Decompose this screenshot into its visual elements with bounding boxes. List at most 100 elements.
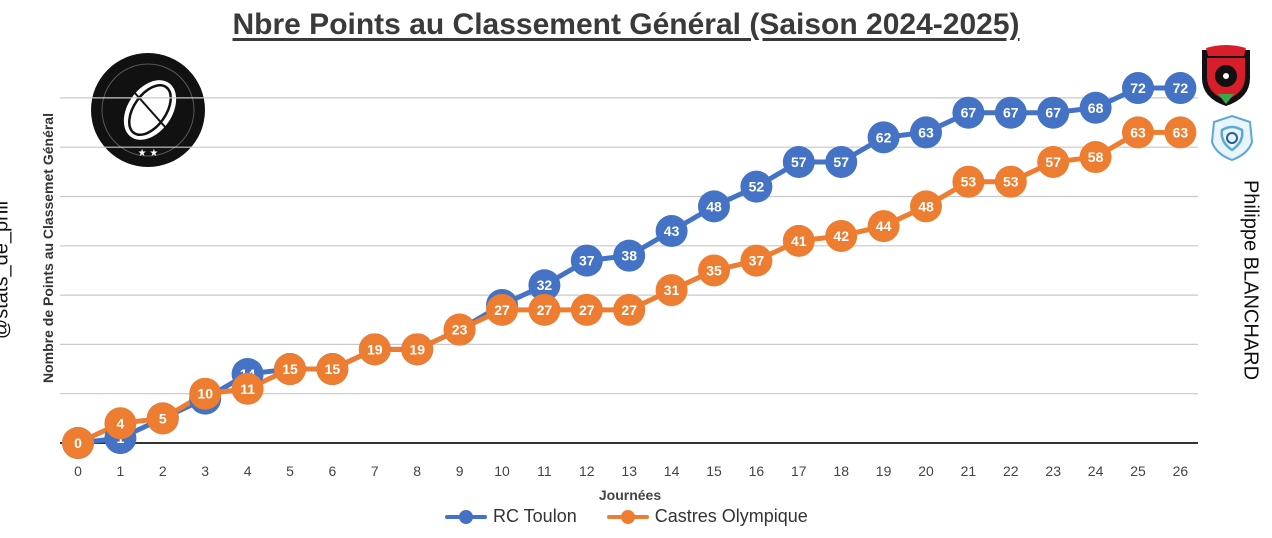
data-label-toulon: 57 <box>833 154 849 170</box>
svg-text:★ ★: ★ ★ <box>138 148 159 159</box>
point-castres <box>740 244 773 277</box>
data-label-castres: 10 <box>197 386 213 402</box>
data-label-castres: 58 <box>1088 149 1104 165</box>
x-tick-label: 15 <box>706 463 722 479</box>
rc-toulon-logo <box>1202 45 1250 106</box>
data-label-toulon: 32 <box>537 277 553 293</box>
x-tick-label: 18 <box>833 463 849 479</box>
data-label-toulon: 67 <box>1045 105 1061 121</box>
data-label-toulon: 67 <box>961 105 977 121</box>
data-label-castres: 37 <box>749 253 765 269</box>
point-castres <box>486 293 518 326</box>
point-toulon <box>952 96 985 129</box>
x-tick-label: 26 <box>1173 463 1189 479</box>
x-tick-label: 16 <box>749 463 765 479</box>
castres-olympique-logo <box>1210 114 1254 162</box>
point-castres <box>994 165 1027 198</box>
point-castres <box>1164 116 1197 149</box>
x-tick-label: 13 <box>621 463 637 479</box>
legend-label-castres: Castres Olympique <box>654 506 808 526</box>
chart-title: Nbre Points au Classement Général (Saiso… <box>232 8 1020 41</box>
point-toulon <box>782 145 815 178</box>
data-label-toulon: 38 <box>621 248 637 264</box>
point-castres <box>570 293 603 326</box>
point-castres <box>655 274 688 307</box>
x-tick-label: 2 <box>159 463 167 479</box>
data-label-toulon: 63 <box>918 124 934 140</box>
point-castres <box>867 210 900 243</box>
data-label-toulon: 48 <box>706 198 722 214</box>
point-castres <box>231 372 264 405</box>
data-label-castres: 48 <box>918 198 934 214</box>
point-castres <box>528 293 561 326</box>
point-toulon <box>1079 91 1112 124</box>
point-castres <box>358 333 391 366</box>
x-axis-label: Journées <box>598 487 662 503</box>
stats-de-phil-logo: ★ ★ <box>91 53 205 167</box>
data-label-toulon: 52 <box>749 179 765 195</box>
data-label-castres: 15 <box>325 361 341 377</box>
x-tick-label: 3 <box>201 463 209 479</box>
data-label-castres: 41 <box>791 233 807 249</box>
point-toulon <box>1164 72 1197 105</box>
x-tick-label: 10 <box>494 463 510 479</box>
x-tick-label: 24 <box>1088 463 1104 479</box>
data-label-toulon: 72 <box>1173 80 1189 96</box>
legend-swatch-castres <box>606 509 649 524</box>
point-castres <box>1122 116 1154 149</box>
point-toulon <box>994 96 1027 129</box>
data-label-castres: 11 <box>240 381 255 397</box>
data-label-castres: 31 <box>664 282 680 298</box>
data-label-toulon: 72 <box>1130 80 1146 96</box>
x-tick-label: 14 <box>664 463 680 479</box>
point-castres <box>104 407 137 440</box>
point-castres <box>698 254 730 287</box>
point-toulon <box>698 190 730 223</box>
point-toulon <box>655 215 688 248</box>
point-castres <box>1037 145 1070 178</box>
data-label-castres: 5 <box>159 410 167 426</box>
point-castres <box>401 333 434 366</box>
point-toulon <box>528 269 561 302</box>
point-toulon <box>613 239 646 272</box>
data-label-castres: 27 <box>579 302 595 318</box>
x-tick-label: 5 <box>286 463 294 479</box>
point-toulon <box>740 170 773 203</box>
point-castres <box>613 293 646 326</box>
point-castres <box>189 377 222 410</box>
point-castres <box>952 165 985 198</box>
data-label-toulon: 57 <box>791 154 807 170</box>
data-label-castres: 63 <box>1130 124 1146 140</box>
data-label-castres: 4 <box>117 415 125 431</box>
data-label-castres: 42 <box>833 228 849 244</box>
point-castres <box>316 353 349 386</box>
legend-label-toulon: RC Toulon <box>493 506 577 526</box>
x-tick-label: 8 <box>413 463 421 479</box>
point-castres <box>62 427 94 459</box>
point-castres <box>443 313 476 346</box>
point-castres <box>910 190 942 223</box>
x-tick-label: 19 <box>876 463 892 479</box>
data-label-castres: 27 <box>621 302 637 318</box>
data-label-castres: 35 <box>706 262 722 278</box>
point-toulon <box>867 121 900 154</box>
data-label-castres: 44 <box>876 218 892 234</box>
x-tick-label: 17 <box>791 463 807 479</box>
x-tick-label: 6 <box>329 463 337 479</box>
data-label-castres: 0 <box>74 435 82 451</box>
x-tick-label: 7 <box>371 463 379 479</box>
point-castres <box>1079 141 1112 174</box>
data-label-toulon: 67 <box>1003 105 1019 121</box>
data-label-castres: 53 <box>961 174 977 190</box>
x-tick-label: 0 <box>74 463 82 479</box>
data-label-castres: 27 <box>494 302 510 318</box>
data-label-castres: 23 <box>452 322 468 338</box>
data-label-castres: 63 <box>1173 124 1189 140</box>
x-tick-label: 22 <box>1003 463 1019 479</box>
data-label-toulon: 37 <box>579 253 595 269</box>
x-tick-label: 9 <box>456 463 464 479</box>
point-toulon <box>1037 96 1070 129</box>
data-label-castres: 19 <box>409 341 425 357</box>
point-castres <box>782 224 815 257</box>
